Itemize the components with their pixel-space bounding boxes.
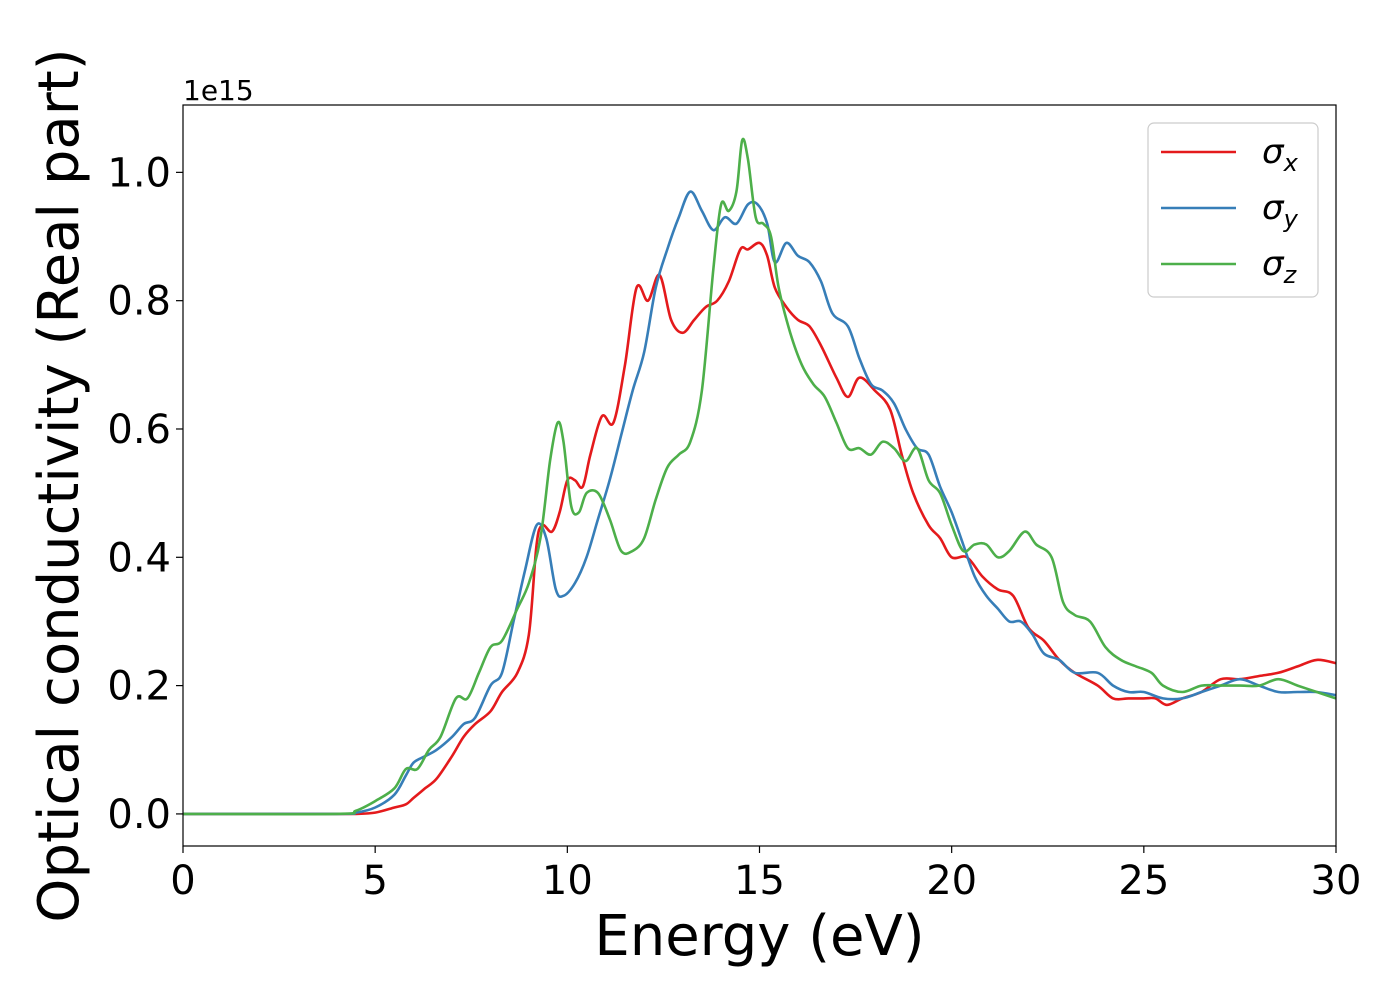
x-tick-label: 25 — [1118, 858, 1169, 904]
y-tick-label: 1.0 — [107, 150, 171, 196]
x-tick-label: 20 — [926, 858, 977, 904]
y-tick-label: 0.4 — [107, 535, 171, 581]
x-axis-title: Energy (eV) — [594, 904, 924, 969]
y-tick-label: 0.6 — [107, 407, 171, 453]
series-line-z — [183, 137, 1336, 816]
series-line-x — [183, 241, 1336, 816]
y-offset-label: 1e15 — [183, 74, 254, 107]
series-layer — [183, 137, 1336, 816]
y-tick-label: 0.0 — [107, 792, 171, 838]
x-tick-label: 30 — [1311, 858, 1362, 904]
x-tick-label: 0 — [170, 858, 195, 904]
y-tick-label: 0.8 — [107, 279, 171, 325]
x-tick-label: 5 — [362, 858, 387, 904]
legend-box — [1147, 122, 1319, 298]
y-axis-title: Optical conductivity (Real part) — [27, 48, 92, 922]
x-tick-label: 15 — [734, 858, 785, 904]
x-tick-label: 10 — [542, 858, 593, 904]
y-tick-label: 0.2 — [107, 664, 171, 710]
ticks-layer: 0 5 10 15 20 25 30 0.0 0.2 0.4 0.6 0.8 1.0 — [107, 150, 1361, 904]
